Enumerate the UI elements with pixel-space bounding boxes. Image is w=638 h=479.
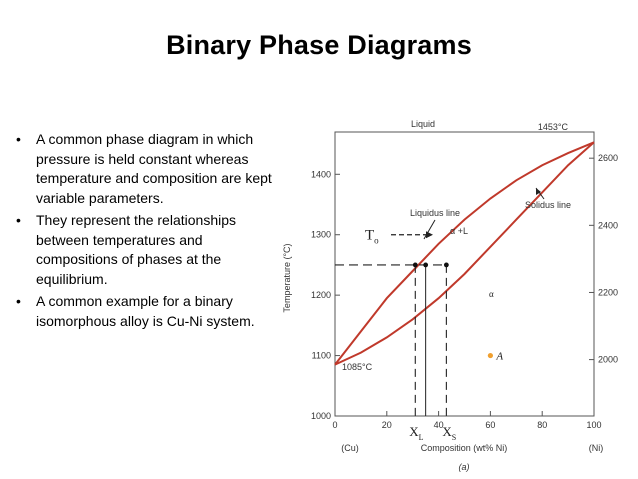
xl-label: XL <box>409 424 423 442</box>
x-tick-label: 0 <box>332 420 337 430</box>
bullet-item: • A common phase diagram in which pressur… <box>14 130 274 208</box>
bullet-dot: • <box>16 131 21 147</box>
liquidus-label: Liquidus line <box>410 208 460 218</box>
y-right-tick-label: 2600 <box>598 153 618 163</box>
bullet-list: • A common phase diagram in which pressur… <box>14 130 274 334</box>
solidus-curve <box>334 141 595 366</box>
to-label: To <box>365 228 379 246</box>
y-tick-label: 1300 <box>311 230 331 240</box>
liquid-region-label: Liquid <box>411 119 435 129</box>
annotations: Liquid 1453°C 1085°C Liquidus line Solidus l… <box>342 119 571 442</box>
tie-point-liquid <box>412 262 418 268</box>
phase-curves <box>334 141 595 366</box>
bullet-item: • They represent the relationships betwee… <box>14 211 274 289</box>
y-ticks-left: 1000 1100 1200 1300 1400 <box>311 169 340 421</box>
x-right-end-label: (Ni) <box>589 443 604 453</box>
tie-point-solid <box>443 262 449 268</box>
x-tick-label: 100 <box>586 420 601 430</box>
bullet-text: A common phase diagram in which pressure… <box>36 131 272 206</box>
solidus-label: Solidus line <box>525 200 571 210</box>
bullet-dot: • <box>16 212 21 228</box>
x-tick-label: 40 <box>434 420 444 430</box>
phase-diagram-figure: 0 20 40 60 80 100 1000 1100 1200 1300 1400 2000 22… <box>278 108 638 479</box>
xs-label: XS <box>442 424 456 442</box>
x-tick-label: 80 <box>537 420 547 430</box>
x-tick-label: 60 <box>485 420 495 430</box>
y-right-tick-label: 2000 <box>598 355 618 365</box>
xs-subscript: S <box>452 433 456 442</box>
to-subscript: o <box>374 236 379 246</box>
bullet-text: They represent the relationships between… <box>36 212 236 287</box>
point-a-label: A <box>495 351 503 363</box>
xl-subscript: L <box>419 433 424 442</box>
x-left-end-label: (Cu) <box>341 443 359 453</box>
bullet-text: A common example for a binary isomorphou… <box>36 293 255 329</box>
figure-caption: (a) <box>459 462 470 472</box>
cu-melting-label: 1085°C <box>342 362 373 372</box>
two-phase-label: α +L <box>450 226 468 236</box>
solidus-pointer-head <box>536 188 541 195</box>
y-tick-label: 1200 <box>311 290 331 300</box>
y-tick-label: 1400 <box>311 169 331 179</box>
x-axis-label: Composition (wt% Ni) <box>421 443 508 453</box>
slide-title: Binary Phase Diagrams <box>166 30 472 60</box>
y-right-tick-label: 2200 <box>598 287 618 297</box>
x-ticks: 0 20 40 60 80 100 <box>332 411 602 430</box>
bullet-dot: • <box>16 293 21 309</box>
alpha-region-label: α <box>489 289 494 299</box>
plot-frame <box>334 131 595 417</box>
y-right-tick-label: 2400 <box>598 220 618 230</box>
ni-melting-label: 1453°C <box>538 122 569 132</box>
bullet-item: • A common example for a binary isomorpho… <box>14 292 274 331</box>
y-tick-label: 1000 <box>311 411 331 421</box>
y-axis-label: Temperature (°C) <box>282 243 292 312</box>
y-ticks-right: 2000 2200 2400 2600 <box>589 153 618 365</box>
y-tick-label: 1100 <box>312 351 331 361</box>
tie-point-alloy <box>423 262 429 268</box>
liquidus-curve <box>334 141 595 366</box>
guide-lines <box>335 231 449 416</box>
phase-diagram-svg: 0 20 40 60 80 100 1000 1100 1200 1300 1400 2000 22… <box>282 119 618 472</box>
liquidus-pointer <box>423 219 436 240</box>
point-a-marker <box>487 352 493 359</box>
x-tick-label: 20 <box>382 420 392 430</box>
